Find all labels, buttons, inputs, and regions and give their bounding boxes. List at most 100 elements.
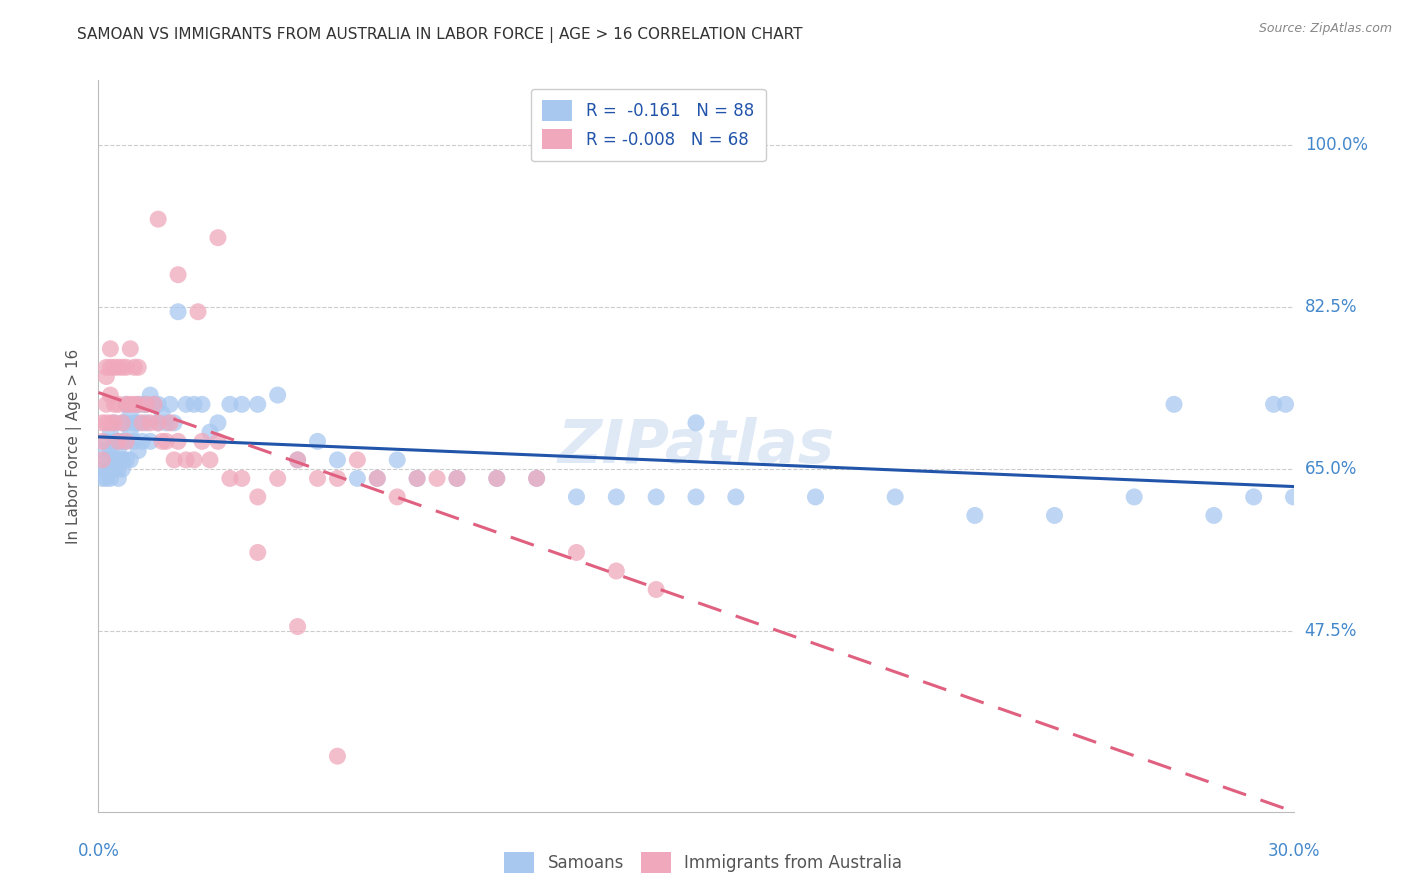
Point xyxy=(107,462,129,476)
Legend: R =  -0.161   N = 88, R = -0.008   N = 68: R = -0.161 N = 88, R = -0.008 N = 68 xyxy=(530,88,766,161)
Point xyxy=(91,462,114,476)
Point xyxy=(884,490,907,504)
Point xyxy=(107,471,129,485)
Point xyxy=(143,397,166,411)
Text: ZIPatlas: ZIPatlas xyxy=(557,417,835,475)
Point xyxy=(131,434,153,449)
Point xyxy=(115,360,138,375)
Point xyxy=(287,453,309,467)
Point xyxy=(385,453,409,467)
Point xyxy=(159,416,181,430)
Text: 47.5%: 47.5% xyxy=(1305,623,1357,640)
Point xyxy=(150,407,173,421)
Text: 100.0%: 100.0% xyxy=(1305,136,1368,154)
Point xyxy=(98,453,122,467)
Point xyxy=(120,425,142,439)
Point xyxy=(724,490,747,504)
Point xyxy=(120,397,142,411)
Point xyxy=(135,397,157,411)
Point xyxy=(148,212,170,227)
Point xyxy=(150,434,173,449)
Point xyxy=(127,360,149,375)
Point xyxy=(111,434,134,449)
Point xyxy=(124,360,146,375)
Point xyxy=(174,453,197,467)
Point xyxy=(135,416,157,430)
Point xyxy=(96,453,118,467)
Point xyxy=(183,453,205,467)
Point xyxy=(107,360,129,375)
Point xyxy=(111,462,134,476)
Point xyxy=(111,453,134,467)
Point xyxy=(124,434,146,449)
Point xyxy=(98,416,122,430)
Point xyxy=(198,425,221,439)
Point xyxy=(96,416,118,430)
Point xyxy=(605,490,627,504)
Point xyxy=(148,397,170,411)
Point xyxy=(98,462,122,476)
Point xyxy=(139,416,162,430)
Point xyxy=(103,462,125,476)
Point xyxy=(91,416,114,430)
Point xyxy=(98,471,122,485)
Point xyxy=(98,342,122,356)
Point xyxy=(91,471,114,485)
Point xyxy=(111,416,134,430)
Point xyxy=(963,508,986,523)
Point xyxy=(91,453,114,467)
Point xyxy=(287,619,309,633)
Point xyxy=(207,230,229,244)
Point xyxy=(124,416,146,430)
Point xyxy=(96,434,118,449)
Point xyxy=(127,416,149,430)
Point xyxy=(287,453,309,467)
Point xyxy=(115,453,138,467)
Point xyxy=(645,582,668,597)
Point xyxy=(120,453,142,467)
Point xyxy=(127,443,149,458)
Point xyxy=(111,416,134,430)
Point xyxy=(246,545,269,559)
Point xyxy=(366,471,388,485)
Point xyxy=(1043,508,1066,523)
Point xyxy=(207,434,229,449)
Point xyxy=(685,490,707,504)
Point xyxy=(120,342,142,356)
Point xyxy=(120,407,142,421)
Point xyxy=(96,369,118,384)
Point xyxy=(107,397,129,411)
Point xyxy=(155,434,177,449)
Point xyxy=(148,416,170,430)
Point xyxy=(326,749,349,764)
Point xyxy=(115,397,138,411)
Point xyxy=(107,434,129,449)
Point xyxy=(98,388,122,402)
Point xyxy=(148,416,170,430)
Point xyxy=(139,434,162,449)
Point xyxy=(131,397,153,411)
Point xyxy=(111,360,134,375)
Point xyxy=(91,443,114,458)
Point xyxy=(143,397,166,411)
Point xyxy=(231,397,253,411)
Point xyxy=(307,434,329,449)
Text: 0.0%: 0.0% xyxy=(77,842,120,860)
Point xyxy=(198,453,221,467)
Point xyxy=(346,453,368,467)
Point xyxy=(485,471,508,485)
Point xyxy=(346,471,368,485)
Text: 30.0%: 30.0% xyxy=(1267,842,1320,860)
Point xyxy=(246,397,269,411)
Point xyxy=(426,471,449,485)
Point xyxy=(1274,397,1296,411)
Point xyxy=(207,416,229,430)
Point xyxy=(605,564,627,578)
Point xyxy=(107,453,129,467)
Point xyxy=(127,397,149,411)
Point xyxy=(98,360,122,375)
Point xyxy=(326,471,349,485)
Point xyxy=(96,471,118,485)
Point xyxy=(124,397,146,411)
Point xyxy=(167,434,190,449)
